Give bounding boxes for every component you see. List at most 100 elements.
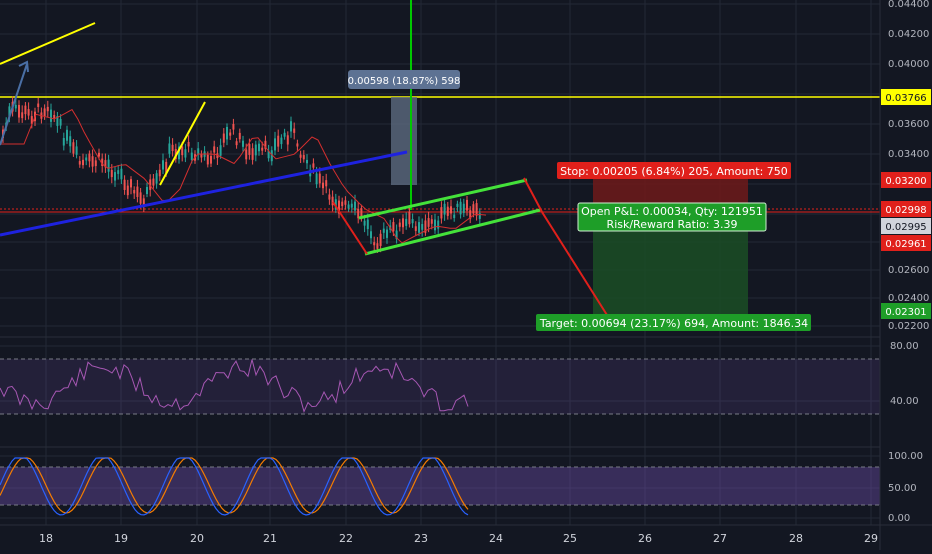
candle-body [251,148,254,160]
time-tick: 27 [713,532,727,545]
time-axis[interactable]: 18 19 20 21 22 23 24 25 26 27 28 29 [39,532,878,545]
candle-body [43,108,46,116]
candle-body [427,218,430,227]
candle-body [270,150,273,162]
price-label: 0.02961 [885,239,926,250]
price-tick: 0.04400 [888,0,929,10]
candle-body [402,218,404,228]
candle-body [478,213,481,219]
candle-body [421,224,424,230]
candle-body [392,222,395,232]
candle-body [290,121,292,132]
stoch-d-line [0,457,469,514]
support-trendline[interactable] [0,150,408,237]
candle-body [37,103,40,108]
measure-label[interactable]: 0.00598 (18.87%) 598 [348,76,461,87]
candle-body [59,118,62,126]
candle-body [357,208,360,219]
candle-body [293,128,296,133]
candle-body [123,179,126,190]
candle-body [190,152,193,161]
candle-body [30,116,33,124]
candle-body [206,154,209,165]
candle-body [418,222,420,233]
price-tick: 0.02200 [888,321,929,332]
risk-reward-label[interactable]: Risk/Reward Ratio: 3.39 [607,218,738,231]
candle-body [75,146,78,155]
candle-body [424,220,427,233]
candle-body [245,149,248,160]
candle-body [117,170,120,174]
measure-box[interactable] [391,97,417,185]
candle-body [306,159,308,164]
candle-body [181,146,184,156]
candle-body [27,109,30,116]
candle-body [437,220,440,229]
price-scale[interactable]: 0.04400 0.04200 0.04000 0.03600 0.03400 0.026… [881,0,931,524]
drop-projection-line[interactable] [332,201,368,255]
rsi-line [0,359,469,413]
candle-body [62,137,65,146]
channel-lower-line[interactable] [364,208,541,256]
price-label: 0.03766 [885,93,926,104]
time-tick: 18 [39,532,53,545]
position-info-bg [577,202,767,232]
candle-body [162,160,164,170]
candle-body [139,192,142,204]
yellow-trendline-top[interactable] [0,22,96,65]
stop-label[interactable]: Stop: 0.00205 (6.84%) 205, Amount: 750 [560,165,788,178]
candle-body [434,219,436,231]
stoch-tick: 100.00 [888,451,923,462]
candle-body [232,124,235,130]
candle-body [120,168,123,180]
candle-body [133,190,136,194]
candle-body [229,132,232,136]
measure-label-bg [348,70,460,89]
target-label[interactable]: Target: 0.00694 (23.17%) 694, Amount: 18… [539,317,808,330]
candle-body [222,133,225,143]
candle-body [446,206,449,216]
candle-body [414,226,417,231]
time-tick: 22 [339,532,353,545]
candle-body [226,126,228,140]
channel-upper-line[interactable] [358,178,528,220]
candle-body [312,163,315,168]
candle-body [395,230,398,240]
candle-body [114,172,116,181]
measure-arrow-icon[interactable] [0,63,28,146]
candle-body [408,211,411,225]
candle-body [462,203,465,213]
candle-body [363,220,366,226]
time-tick: 28 [789,532,803,545]
stop-label-bg [557,162,791,179]
arrow-head [18,60,29,73]
candle-body [398,222,401,227]
candle-body [104,160,107,168]
candle-body [283,132,286,137]
open-pl-label[interactable]: Open P&L: 0.00034, Qty: 121951 [581,205,763,218]
price-tick: 0.04000 [888,59,929,70]
price-label: 0.02995 [885,222,926,233]
candle-body [344,200,347,205]
candle-body [296,143,299,147]
yellow-trendline-mid[interactable] [159,101,206,186]
candle-body [376,243,379,249]
price-label: 0.03200 [885,176,926,187]
candle-body [302,155,305,160]
candle-body [178,146,180,160]
candle-body [450,206,452,214]
time-tick: 21 [263,532,277,545]
candle-body [370,231,372,239]
candle-body [264,140,267,149]
candle-body [456,203,459,207]
candle-body [466,199,468,211]
candle-body [149,179,152,190]
candle-body [238,132,241,140]
candle-body [152,178,155,186]
candle-body [110,169,113,178]
candle-body [50,109,52,122]
candle-body [130,179,132,188]
target-projection-line[interactable] [523,177,608,316]
